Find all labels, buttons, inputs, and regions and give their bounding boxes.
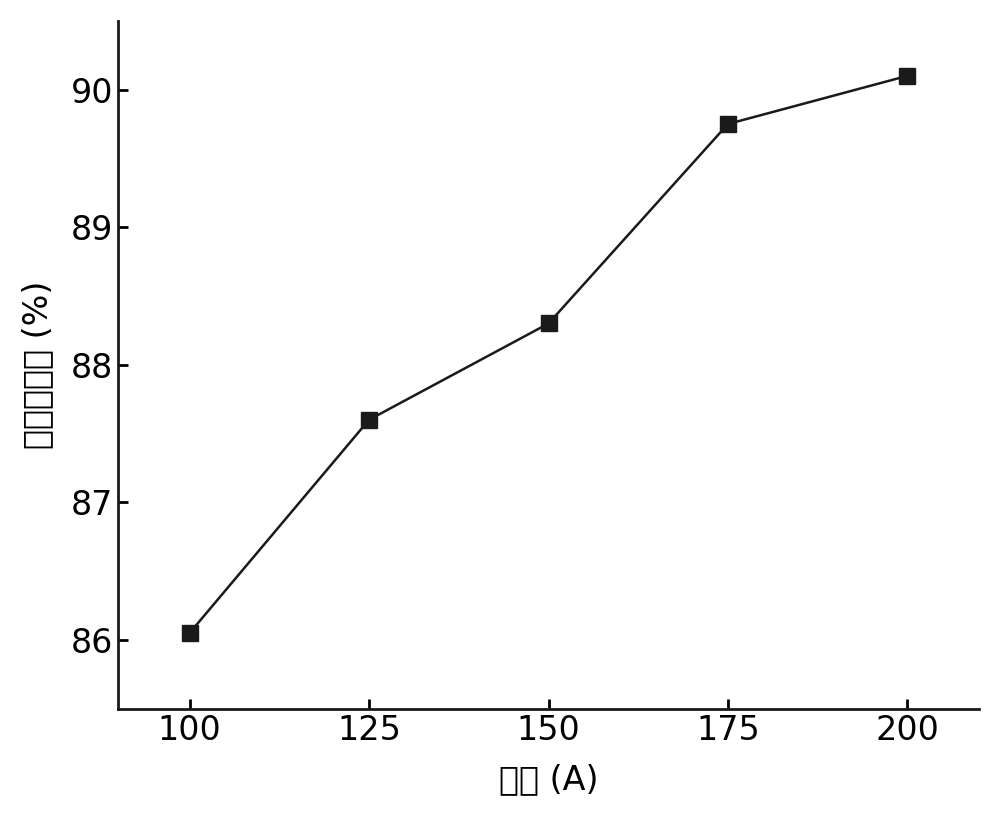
Y-axis label: 杂质去除率 (%): 杂质去除率 (%) bbox=[21, 280, 54, 449]
X-axis label: 电流 (A): 电流 (A) bbox=[499, 763, 598, 797]
